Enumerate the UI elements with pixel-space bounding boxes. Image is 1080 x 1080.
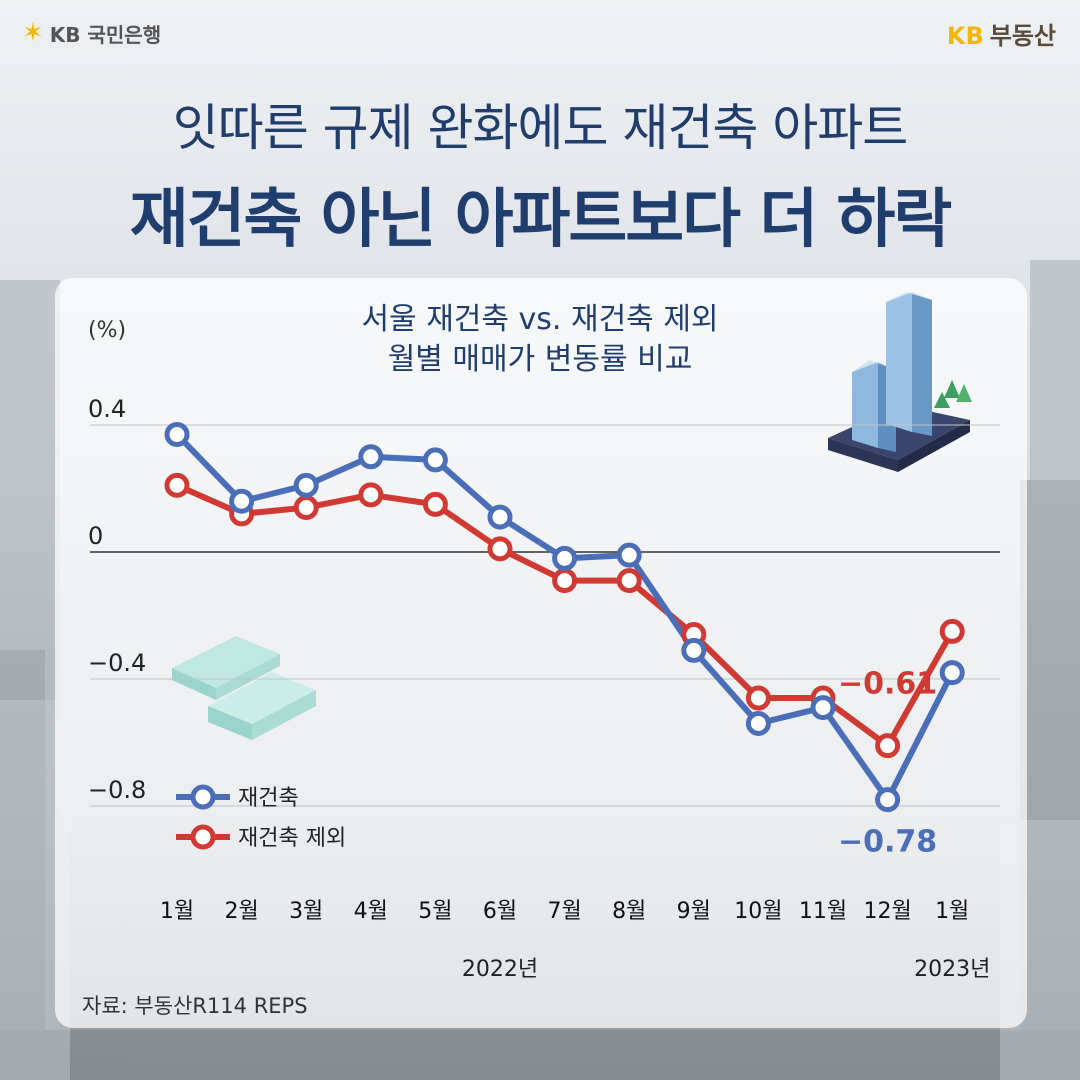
data-point-non-rebuild <box>616 568 642 594</box>
kb-bank-logo: ✶ KB 국민은행 <box>22 18 161 48</box>
y-tick-label: −0.8 <box>88 776 146 804</box>
x-tick-label: 5월 <box>418 899 452 924</box>
data-point-rebuild <box>745 710 771 736</box>
chart-title-line2: 월별 매매가 변동률 비교 <box>387 342 693 377</box>
data-point-rebuild <box>939 660 965 686</box>
data-point-rebuild <box>293 472 319 498</box>
building-illustration <box>828 292 972 472</box>
y-tick-label: 0 <box>88 522 103 550</box>
data-point-non-rebuild <box>875 733 901 759</box>
data-callout: −0.61 <box>838 667 937 702</box>
kb-realestate-logo-kb: KB <box>946 22 984 50</box>
x-tick-label: 3월 <box>289 899 323 924</box>
x-tick-label: 11월 <box>799 899 847 924</box>
kb-realestate-logo: KB 부동산 <box>947 16 1056 51</box>
x-tick-label: 6월 <box>483 899 517 924</box>
legend-label: 재건축 <box>238 786 299 811</box>
data-point-rebuild <box>810 695 836 721</box>
x-tick-label: 8월 <box>612 899 646 924</box>
x-tick-label: 1월 <box>160 899 194 924</box>
data-point-rebuild <box>164 422 190 448</box>
data-point-rebuild <box>229 488 255 514</box>
money-illustration <box>172 636 316 740</box>
data-callout: −0.78 <box>838 825 937 860</box>
chart-title: 서울 재건축 vs. 재건축 제외 월별 매매가 변동률 비교 <box>0 300 1080 380</box>
y-axis-unit: (%) <box>88 318 127 343</box>
y-tick-label: 0.4 <box>88 395 126 423</box>
y-tick-label: −0.4 <box>88 649 146 677</box>
legend-marker <box>190 784 216 810</box>
data-point-rebuild <box>616 542 642 568</box>
data-point-rebuild <box>358 444 384 470</box>
data-point-non-rebuild <box>745 685 771 711</box>
chart-title-line1: 서울 재건축 vs. 재건축 제외 <box>361 302 719 337</box>
year-label: 2023년 <box>914 957 990 982</box>
x-tick-label: 9월 <box>677 899 711 924</box>
data-point-non-rebuild <box>164 472 190 498</box>
data-point-non-rebuild <box>939 618 965 644</box>
data-point-rebuild <box>552 545 578 571</box>
kb-bank-logo-text: KB 국민은행 <box>49 22 162 47</box>
x-tick-label: 10월 <box>734 899 782 924</box>
data-point-rebuild <box>681 637 707 663</box>
series-line-rebuild <box>174 431 956 803</box>
kb-star-icon: ✶ <box>22 18 44 48</box>
data-point-rebuild <box>875 787 901 813</box>
headline-line2: 재건축 아닌 아파트보다 더 하락 <box>129 183 953 257</box>
legend-label: 재건축 제외 <box>238 826 346 851</box>
data-point-non-rebuild <box>422 491 448 517</box>
data-point-rebuild <box>487 504 513 530</box>
x-tick-label: 4월 <box>354 899 388 924</box>
x-tick-label: 2월 <box>224 899 258 924</box>
data-point-non-rebuild <box>552 568 578 594</box>
x-tick-label: 1월 <box>935 899 969 924</box>
data-source: 자료: 부동산R114 REPS <box>82 994 308 1018</box>
data-point-non-rebuild <box>293 495 319 521</box>
data-point-non-rebuild <box>487 536 513 562</box>
x-tick-label: 7월 <box>547 899 581 924</box>
x-tick-label: 12월 <box>863 899 911 924</box>
headline-line1: 잇따른 규제 완화에도 재건축 아파트 <box>172 99 909 157</box>
data-point-non-rebuild <box>358 482 384 508</box>
year-label: 2022년 <box>462 957 538 982</box>
legend-marker <box>190 824 216 850</box>
kb-realestate-logo-text: 부동산 <box>989 22 1056 50</box>
data-point-rebuild <box>422 447 448 473</box>
